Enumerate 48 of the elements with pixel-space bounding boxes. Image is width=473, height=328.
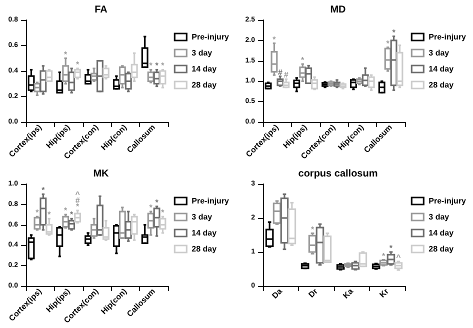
x-tick-label: Da [270,286,284,300]
legend-label: 28 day [192,80,218,90]
legend-label: 3 day [428,212,450,222]
legend-label: 14 day [192,64,218,74]
chart-title: MD [330,4,346,16]
legend-label: 3 day [192,48,213,58]
legend-label: Pre-injury [192,196,230,206]
legend-label: 3 day [192,212,213,222]
legend-label: Pre-injury [192,32,230,42]
chart-title: corpus callosum [298,168,378,180]
text: * [155,61,158,70]
text: ^ # * [75,190,80,212]
text: * [301,56,304,65]
text: * [48,210,51,220]
text: * [70,210,74,220]
legend-label: Pre-injury [428,196,467,206]
legend-label: 14 day [428,228,454,238]
legend-label: 28 day [428,244,454,254]
text: ^ [396,253,401,262]
text: * [149,203,152,212]
legend-label: 28 day [192,244,218,254]
legend-label: 14 day [428,64,454,74]
x-tick-label: Dr [306,286,320,300]
text: * [382,251,386,260]
text: * [161,61,164,70]
x-tick-label: Ka [341,286,356,300]
text: * [161,208,164,218]
text: # [284,70,288,80]
text: * [64,50,68,59]
text: * [389,244,393,252]
text: * [155,198,158,207]
text: * [386,38,390,48]
text: * [149,61,152,70]
text: * [272,34,276,44]
text: * [36,208,39,218]
chart-title: MK [93,168,110,180]
legend-label: Pre-injury [428,32,467,42]
legend-label: 14 day [192,228,218,238]
text: * [76,60,80,69]
chart-title: FA [94,4,108,16]
text: * [392,28,396,37]
text: * [42,186,45,195]
text: * [310,224,314,234]
legend-label: 28 day [428,80,454,90]
text: * [64,206,68,216]
x-tick-label: Kr [378,286,390,300]
legend-label: 3 day [428,48,450,58]
text: # [278,68,282,77]
